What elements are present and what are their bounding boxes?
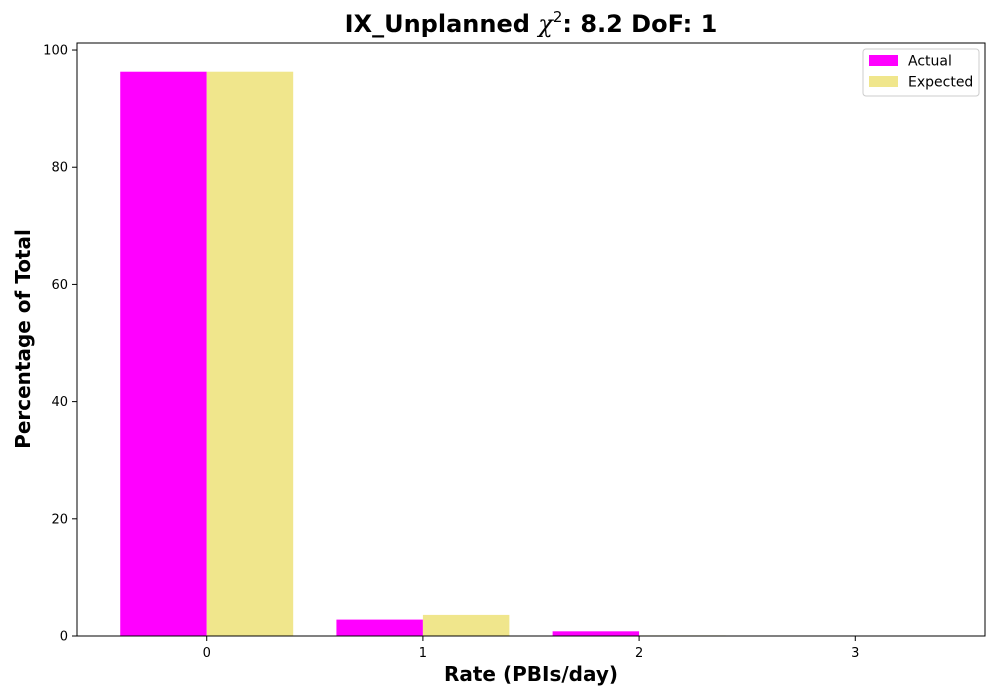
bars-group: [120, 71, 726, 636]
x-tick-label: 1: [419, 646, 427, 661]
legend-swatch-expected: [869, 76, 898, 87]
legend: Actual Expected: [862, 48, 980, 97]
x-tick-label: 2: [635, 646, 643, 661]
x-axis-title: Rate (PBIs/day): [444, 662, 618, 686]
bar-expected-1: [422, 614, 510, 636]
bar-actual-0: [120, 71, 207, 636]
legend-swatch-actual: [869, 55, 898, 66]
legend-label-actual: Actual: [908, 54, 952, 70]
x-tick-label: 0: [203, 646, 211, 661]
x-tick-label: 3: [851, 646, 859, 661]
plot-frame: [76, 42, 986, 637]
y-tick-label: 20: [51, 512, 68, 527]
y-tick-label: 100: [43, 44, 68, 59]
bar-actual-2: [552, 631, 640, 636]
bar-actual-1: [336, 619, 423, 636]
x-axis: 0 1 2 3: [203, 636, 859, 661]
y-axis: 0 20 40 60 80 100: [43, 44, 77, 645]
legend-label-expected: Expected: [908, 75, 973, 91]
bar-expected-0: [206, 71, 294, 636]
y-tick-label: 80: [51, 161, 68, 176]
y-tick-label: 0: [60, 630, 68, 645]
y-tick-label: 40: [51, 395, 68, 410]
chart-title: IX_Unplanned χ2: 8.2 DoF: 1: [345, 8, 718, 38]
y-tick-label: 60: [51, 278, 68, 293]
y-axis-title: Percentage of Total: [11, 229, 35, 449]
